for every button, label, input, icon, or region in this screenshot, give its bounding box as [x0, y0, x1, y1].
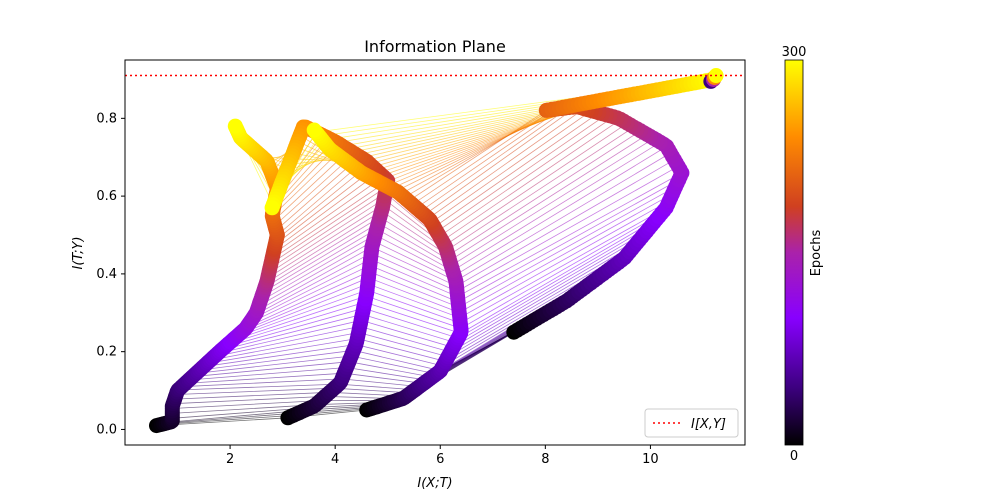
- epoch-connector: [238, 81, 703, 200]
- epoch-connector: [224, 225, 652, 348]
- y-tick-label: 0.4: [96, 267, 117, 282]
- output-layer-cluster: [703, 68, 724, 89]
- epoch-connector: [181, 287, 586, 388]
- legend: I[X,Y]: [644, 408, 739, 438]
- epoch-connector: [239, 200, 670, 335]
- legend-label: I[X,Y]: [691, 417, 726, 432]
- epoch-connector: [274, 104, 575, 202]
- epoch-connector: [249, 179, 679, 324]
- epoch-connector: [235, 207, 667, 338]
- epoch-connector: [261, 141, 661, 298]
- epoch-connector: [264, 134, 648, 288]
- y-tick-label: 0.8: [96, 111, 117, 126]
- epoch-connector: [258, 152, 671, 307]
- epoch-connector: [256, 159, 675, 311]
- colorbar-label: Epochs: [809, 229, 824, 276]
- epoch-connector: [260, 146, 667, 302]
- layer-trajectory-3: [306, 122, 469, 418]
- epoch-connector: [243, 193, 673, 331]
- x-axis-label: I(X;T): [417, 476, 452, 491]
- epoch-connector: [265, 92, 643, 165]
- colorbar: 300 0 Epochs: [782, 45, 824, 464]
- epoch-connector: [268, 122, 628, 274]
- epoch-connector: [232, 213, 662, 341]
- y-axis-label: I(T;Y): [71, 236, 86, 269]
- plot-frame: [124, 59, 746, 446]
- y-tick-label: 0.6: [96, 189, 117, 204]
- epoch-connector: [206, 254, 628, 364]
- x-tick-label: 6: [436, 452, 444, 467]
- colorbar-min-label: 0: [790, 449, 798, 464]
- epoch-connector: [210, 248, 633, 361]
- y-axis: 0.0 0.2 0.4 0.6 0.8: [96, 111, 125, 437]
- colorbar-max-label: 300: [782, 45, 807, 60]
- layer-trajectory-1: [149, 118, 285, 434]
- x-tick-label: 10: [642, 452, 659, 467]
- colorbar-gradient: [784, 59, 804, 446]
- x-tick-label: 8: [541, 452, 549, 467]
- y-tick-label: 0.0: [96, 422, 117, 437]
- epoch-connector: [246, 186, 676, 328]
- epoch-connector: [217, 236, 643, 354]
- epoch-connector: [176, 296, 573, 395]
- epoch-connector: [174, 300, 567, 400]
- trajectory-point: [264, 200, 280, 216]
- trajectory-point: [227, 118, 243, 134]
- epoch-connector: [267, 126, 635, 279]
- epoch-connector: [262, 90, 650, 162]
- y-tick-label: 0.2: [96, 345, 117, 360]
- epoch-connector: [266, 130, 641, 284]
- trajectory-point: [306, 122, 322, 138]
- epoch-connector: [269, 119, 621, 269]
- epoch-connector: [254, 165, 679, 316]
- chart-title: Information Plane: [364, 37, 506, 56]
- layer-trajectory-4: [506, 71, 721, 340]
- epoch-connector: [228, 219, 657, 344]
- epoch-connector: [263, 138, 655, 293]
- x-tick-label: 2: [226, 452, 234, 467]
- epoch-connector: [178, 291, 579, 391]
- epoch-connector: [214, 242, 638, 358]
- epoch-connector: [240, 82, 695, 195]
- epoch-connector: [252, 172, 683, 320]
- epoch-connector: [221, 230, 647, 351]
- x-tick-label: 4: [331, 452, 339, 467]
- x-axis: 2 4 6 8 10: [226, 445, 659, 467]
